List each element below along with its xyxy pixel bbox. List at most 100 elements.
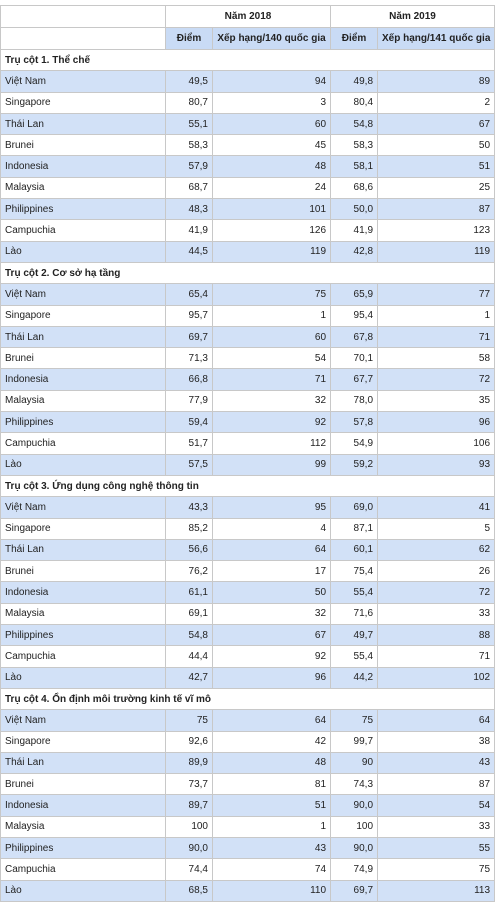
- country-cell: Singapore: [0, 517, 166, 540]
- value-cell: 43: [211, 836, 332, 860]
- value-cell: 101: [211, 198, 332, 221]
- value-cell: 2: [377, 91, 496, 114]
- section-title: Trụ cột 2. Cơ sở hạ tầng: [0, 261, 496, 285]
- value-cell: 58,3: [165, 134, 213, 157]
- country-cell: Philippines: [0, 836, 166, 860]
- value-cell: 55,4: [330, 581, 379, 604]
- data-row: Singapore 85,2 4 87,1 5: [0, 517, 496, 540]
- data-row: Malaysia 100 1 100 33: [0, 815, 496, 838]
- section-row: Trụ cột 1. Thể chế: [0, 48, 496, 72]
- value-cell: 48: [211, 751, 332, 775]
- country-cell: Philippines: [0, 198, 166, 221]
- value-cell: 48,3: [165, 198, 213, 221]
- data-row: Việt Nam 75 64 75 64: [0, 709, 496, 732]
- data-row: Campuchia 44,4 92 55,4 71: [0, 645, 496, 668]
- value-cell: 58: [377, 347, 496, 370]
- value-cell: 92: [211, 645, 332, 668]
- value-cell: 90,0: [165, 836, 213, 860]
- value-cell: 74,9: [330, 858, 379, 881]
- value-cell: 87: [377, 773, 496, 796]
- country-cell: Thái Lan: [0, 325, 166, 349]
- data-row: Việt Nam 49,5 94 49,8 89: [0, 70, 496, 93]
- data-row: Thái Lan 89,9 48 90 43: [0, 751, 496, 775]
- country-cell: Indonesia: [0, 581, 166, 604]
- value-cell: 3: [211, 91, 332, 114]
- country-cell: Việt Nam: [0, 70, 166, 93]
- year-header-row: Năm 2018 Năm 2019: [0, 5, 496, 28]
- data-row: Brunei 73,7 81 74,3 87: [0, 773, 496, 796]
- value-cell: 92,6: [165, 730, 213, 753]
- value-cell: 54: [211, 347, 332, 370]
- value-cell: 68,7: [165, 176, 213, 200]
- value-cell: 51: [377, 155, 496, 178]
- value-cell: 59,4: [165, 411, 213, 434]
- value-cell: 94: [211, 70, 332, 93]
- country-cell: Lào: [0, 240, 166, 263]
- data-row: Campuchia 51,7 112 54,9 106: [0, 432, 496, 455]
- value-cell: 44,2: [330, 666, 379, 689]
- value-cell: 41,9: [330, 219, 379, 242]
- value-cell: 119: [377, 240, 496, 263]
- value-cell: 42,7: [165, 666, 213, 689]
- value-cell: 96: [211, 666, 332, 689]
- value-cell: 64: [211, 538, 332, 562]
- data-row: Lào 44,5 119 42,8 119: [0, 240, 496, 263]
- value-cell: 17: [211, 560, 332, 583]
- year-header: Năm 2019: [330, 5, 496, 28]
- data-row: Philippines 90,0 43 90,0 55: [0, 836, 496, 860]
- data-table: Năm 2018 Năm 2019 Điểm Xếp hạng/140 quốc…: [0, 5, 496, 902]
- value-cell: 57,8: [330, 411, 379, 434]
- value-cell: 54,8: [165, 624, 213, 647]
- value-cell: 68,5: [165, 879, 213, 902]
- country-cell: Lào: [0, 453, 166, 476]
- value-cell: 99,7: [330, 730, 379, 753]
- country-cell: Brunei: [0, 773, 166, 796]
- country-cell: Malaysia: [0, 176, 166, 200]
- country-cell: Brunei: [0, 560, 166, 583]
- value-cell: 50: [377, 134, 496, 157]
- value-cell: 32: [211, 602, 332, 626]
- value-cell: 33: [377, 815, 496, 838]
- value-cell: 60,1: [330, 538, 379, 562]
- value-cell: 25: [377, 176, 496, 200]
- column-header: Xếp hạng/141 quốc gia: [377, 27, 496, 50]
- value-cell: 4: [211, 517, 332, 540]
- data-row: Malaysia 69,1 32 71,6 33: [0, 602, 496, 626]
- value-cell: 67,7: [330, 368, 379, 391]
- data-row: Việt Nam 43,3 95 69,0 41: [0, 496, 496, 519]
- value-cell: 54,8: [330, 112, 379, 136]
- value-cell: 67: [211, 624, 332, 647]
- country-cell: Lào: [0, 666, 166, 689]
- column-header-row: Điểm Xếp hạng/140 quốc gia Điểm Xếp hạng…: [0, 27, 496, 50]
- value-cell: 90: [330, 751, 379, 775]
- value-cell: 100: [330, 815, 379, 838]
- value-cell: 112: [211, 432, 332, 455]
- value-cell: 38: [377, 730, 496, 753]
- section-row: Trụ cột 4. Ổn định môi trường kinh tế vĩ…: [0, 687, 496, 711]
- country-cell: Indonesia: [0, 794, 166, 817]
- value-cell: 59,2: [330, 453, 379, 476]
- value-cell: 48: [211, 155, 332, 178]
- value-cell: 106: [377, 432, 496, 455]
- value-cell: 90,0: [330, 836, 379, 860]
- data-row: Thái Lan 56,6 64 60,1 62: [0, 538, 496, 562]
- value-cell: 58,3: [330, 134, 379, 157]
- value-cell: 90,0: [330, 794, 379, 817]
- value-cell: 65,4: [165, 283, 213, 306]
- country-cell: Thái Lan: [0, 112, 166, 136]
- value-cell: 67: [377, 112, 496, 136]
- section-title: Trụ cột 3. Ứng dụng công nghệ thông tin: [0, 474, 496, 498]
- table-body: Trụ cột 1. Thể chế Việt Nam 49,5 94 49,8 89 Si…: [0, 48, 496, 902]
- value-cell: 80,4: [330, 91, 379, 114]
- value-cell: 89,9: [165, 751, 213, 775]
- data-row: Philippines 54,8 67 49,7 88: [0, 624, 496, 647]
- value-cell: 55,4: [330, 645, 379, 668]
- country-cell: Singapore: [0, 91, 166, 114]
- data-row: Malaysia 68,7 24 68,6 25: [0, 176, 496, 200]
- year-header: Năm 2018: [164, 5, 332, 28]
- value-cell: 69,0: [330, 496, 379, 519]
- value-cell: 54,9: [330, 432, 379, 455]
- value-cell: 1: [211, 304, 332, 327]
- value-cell: 64: [377, 709, 496, 732]
- country-cell: Singapore: [0, 304, 166, 327]
